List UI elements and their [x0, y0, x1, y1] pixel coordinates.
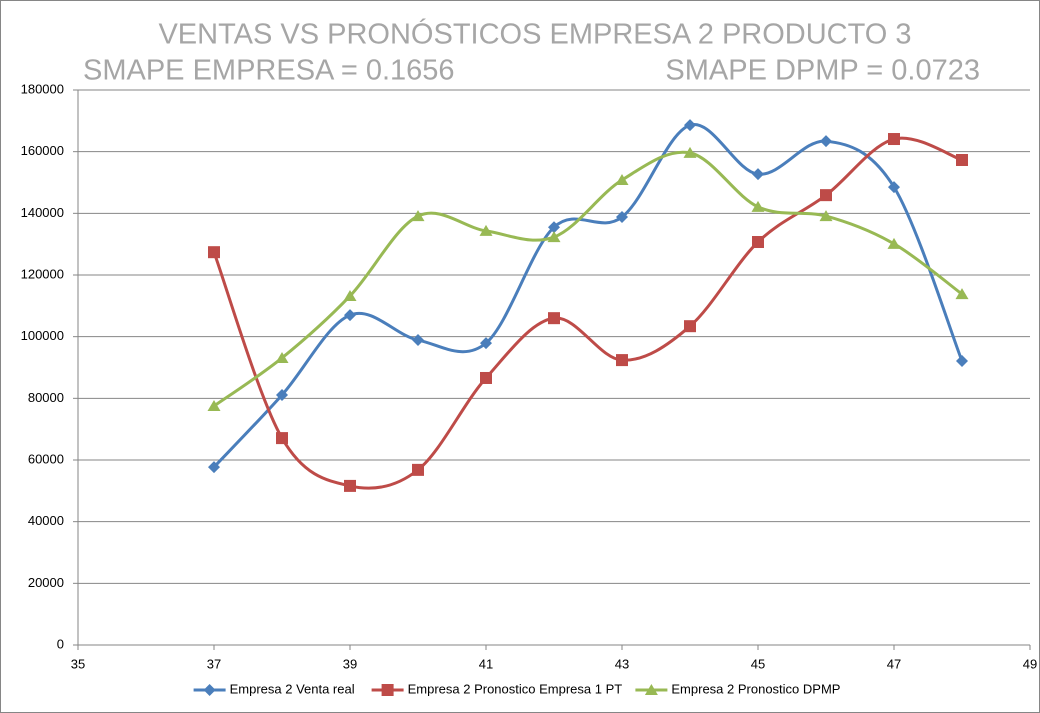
series-line [213, 150, 963, 408]
marker [203, 684, 216, 696]
y-tick-label: 120000 [21, 266, 64, 281]
marker [616, 211, 628, 224]
x-tick-label: 37 [207, 656, 221, 671]
marker [548, 221, 560, 234]
marker [820, 135, 832, 148]
marker [644, 684, 658, 695]
marker [208, 246, 220, 259]
x-tick-label: 45 [751, 656, 765, 671]
marker [276, 388, 288, 401]
marker [751, 200, 765, 212]
x-tick-label: 43 [615, 656, 629, 671]
marker [616, 354, 628, 367]
marker [956, 355, 968, 368]
marker [683, 146, 697, 158]
marker [480, 337, 492, 350]
y-tick-label: 40000 [28, 513, 64, 528]
x-tick-label: 41 [479, 656, 493, 671]
legend-label: Empresa 2 Pronostico DPMP [671, 681, 840, 696]
x-tick-label: 39 [343, 656, 357, 671]
y-tick-label: 20000 [28, 575, 64, 590]
marker [684, 119, 696, 132]
marker [344, 309, 356, 322]
marker [276, 432, 288, 445]
marker [819, 210, 833, 222]
marker [752, 168, 764, 181]
marker [412, 463, 424, 476]
marker [615, 174, 629, 186]
legend-entry: Empresa 2 Venta real [193, 681, 355, 696]
marker [411, 210, 425, 222]
y-tick-label: 60000 [28, 451, 64, 466]
annotation: SMAPE DPMP = 0.0723 [665, 55, 980, 87]
legend-entry: Empresa 2 Pronostico Empresa 1 PT [371, 681, 623, 696]
marker [208, 461, 220, 474]
y-tick-label: 180000 [21, 81, 64, 96]
y-tick-label: 0 [57, 636, 64, 651]
marker [381, 684, 394, 696]
marker [344, 479, 356, 492]
x-tick-label: 47 [887, 656, 901, 671]
marker [820, 189, 832, 202]
marker [752, 236, 764, 249]
marker [955, 288, 969, 300]
y-tick-label: 100000 [21, 328, 64, 343]
annotation: SMAPE EMPRESA = 0.1656 [83, 55, 455, 87]
marker [343, 289, 357, 301]
marker [479, 224, 493, 236]
chart-title: VENTAS VS PRONÓSTICOS EMPRESA 2 PRODUCTO… [158, 18, 911, 51]
y-tick-label: 80000 [28, 390, 64, 405]
marker [888, 133, 900, 146]
marker [956, 153, 968, 166]
marker [480, 371, 492, 384]
marker [548, 312, 560, 325]
x-tick-label: 49 [1023, 656, 1037, 671]
marker [684, 320, 696, 333]
marker [412, 334, 424, 347]
legend-label: Empresa 2 Venta real [230, 681, 355, 696]
marker [888, 181, 900, 194]
marker [547, 231, 561, 243]
marker [887, 237, 901, 249]
legend-label: Empresa 2 Pronostico Empresa 1 PT [408, 681, 623, 696]
legend-entry: Empresa 2 Pronostico DPMP [635, 681, 840, 696]
x-tick-label: 35 [71, 656, 85, 671]
marker [275, 351, 289, 363]
y-tick-label: 140000 [21, 205, 64, 220]
marker [207, 400, 221, 412]
y-tick-label: 160000 [21, 143, 64, 158]
